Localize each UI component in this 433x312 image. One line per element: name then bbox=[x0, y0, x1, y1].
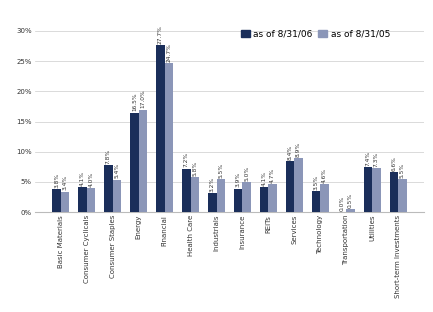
Bar bbox=[242, 182, 251, 212]
Text: 4.1%: 4.1% bbox=[262, 171, 267, 186]
Text: 5.5%: 5.5% bbox=[400, 163, 405, 178]
Text: 7.8%: 7.8% bbox=[106, 149, 111, 164]
Text: 3.5%: 3.5% bbox=[314, 175, 319, 190]
Text: 3.2%: 3.2% bbox=[210, 177, 215, 192]
Bar bbox=[139, 110, 147, 212]
Bar bbox=[286, 161, 294, 212]
Bar bbox=[130, 113, 139, 212]
Text: 4.0%: 4.0% bbox=[88, 172, 93, 187]
Bar bbox=[87, 188, 95, 212]
Text: 3.4%: 3.4% bbox=[62, 175, 67, 190]
Text: 4.1%: 4.1% bbox=[80, 171, 85, 186]
Text: 16.5%: 16.5% bbox=[132, 93, 137, 111]
Bar bbox=[216, 179, 225, 212]
Bar bbox=[320, 184, 329, 212]
Bar bbox=[372, 168, 381, 212]
Bar bbox=[208, 193, 216, 212]
Bar bbox=[165, 63, 173, 212]
Text: 8.4%: 8.4% bbox=[288, 145, 293, 160]
Bar bbox=[312, 191, 320, 212]
Text: 17.0%: 17.0% bbox=[140, 90, 145, 108]
Text: 7.3%: 7.3% bbox=[374, 152, 379, 167]
Bar bbox=[182, 169, 191, 212]
Text: 3.9%: 3.9% bbox=[236, 172, 241, 188]
Bar bbox=[78, 188, 87, 212]
Bar bbox=[390, 172, 398, 212]
Text: 5.0%: 5.0% bbox=[244, 166, 249, 181]
Bar bbox=[398, 179, 407, 212]
Text: 27.7%: 27.7% bbox=[158, 25, 163, 44]
Text: 3.8%: 3.8% bbox=[54, 173, 59, 188]
Bar bbox=[191, 177, 199, 212]
Bar bbox=[260, 188, 268, 212]
Bar bbox=[268, 184, 277, 212]
Bar bbox=[346, 209, 355, 212]
Bar bbox=[364, 168, 372, 212]
Text: 0.0%: 0.0% bbox=[340, 196, 345, 211]
Text: 0.5%: 0.5% bbox=[348, 193, 353, 208]
Bar bbox=[52, 189, 61, 212]
Text: 5.5%: 5.5% bbox=[218, 163, 223, 178]
Text: 24.7%: 24.7% bbox=[166, 43, 171, 62]
Text: 5.4%: 5.4% bbox=[114, 163, 119, 178]
Bar bbox=[61, 192, 69, 212]
Bar bbox=[113, 179, 121, 212]
Legend: as of 8/31/06, as of 8/31/05: as of 8/31/06, as of 8/31/05 bbox=[237, 26, 394, 42]
Bar bbox=[104, 165, 113, 212]
Text: 5.8%: 5.8% bbox=[192, 161, 197, 176]
Text: 4.7%: 4.7% bbox=[270, 168, 275, 183]
Text: 6.6%: 6.6% bbox=[392, 156, 397, 171]
Text: 7.2%: 7.2% bbox=[184, 152, 189, 168]
Text: 8.9%: 8.9% bbox=[296, 142, 301, 157]
Text: 7.4%: 7.4% bbox=[366, 151, 371, 166]
Bar bbox=[294, 158, 303, 212]
Bar bbox=[234, 189, 242, 212]
Text: 4.6%: 4.6% bbox=[322, 168, 327, 183]
Bar bbox=[156, 45, 165, 212]
